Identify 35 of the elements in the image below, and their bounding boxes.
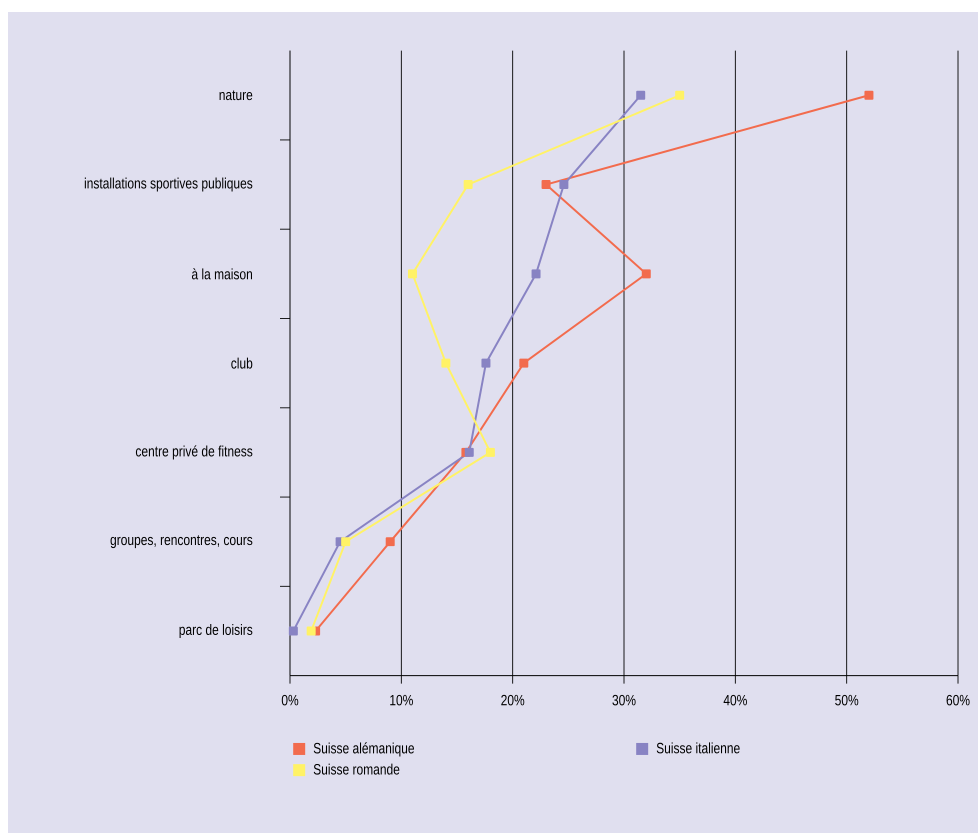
point xyxy=(341,537,350,546)
point xyxy=(386,537,395,546)
x-tick-label: 20% xyxy=(501,694,524,706)
point xyxy=(464,448,474,457)
legend-label: Suisse alémanique xyxy=(314,742,414,756)
x-tick-label: 10% xyxy=(390,694,413,706)
point xyxy=(542,180,551,190)
point xyxy=(464,180,473,190)
point xyxy=(408,269,417,278)
y-tick-label: centre privé de fitness xyxy=(136,445,252,460)
point xyxy=(559,180,568,190)
point xyxy=(642,269,651,278)
point xyxy=(532,269,541,278)
point xyxy=(441,358,450,368)
x-tick-label: 40% xyxy=(724,694,747,706)
point xyxy=(486,448,495,457)
legend-label: Suisse romande xyxy=(314,764,400,775)
point xyxy=(519,358,528,368)
x-tick-label: 60% xyxy=(946,694,970,706)
legend-label: Suisse italienne xyxy=(656,742,740,754)
x-tick-label: 30% xyxy=(612,694,636,706)
y-tick-label: groupes, rencontres, cours xyxy=(110,535,252,548)
point xyxy=(675,90,684,100)
x-tick-label: 50% xyxy=(835,694,858,706)
point xyxy=(306,626,316,636)
y-tick-label: nature xyxy=(220,90,252,100)
point xyxy=(288,626,298,636)
point xyxy=(481,358,490,368)
y-tick-label: à la maison xyxy=(192,268,252,280)
y-tick-label: club xyxy=(231,358,252,369)
point xyxy=(636,90,646,100)
x-tick-label: 0% xyxy=(282,694,298,706)
y-tick-label: installations sportives publiques xyxy=(84,178,252,192)
point xyxy=(864,90,874,100)
y-tick-label: parc de loisirs xyxy=(180,624,252,638)
